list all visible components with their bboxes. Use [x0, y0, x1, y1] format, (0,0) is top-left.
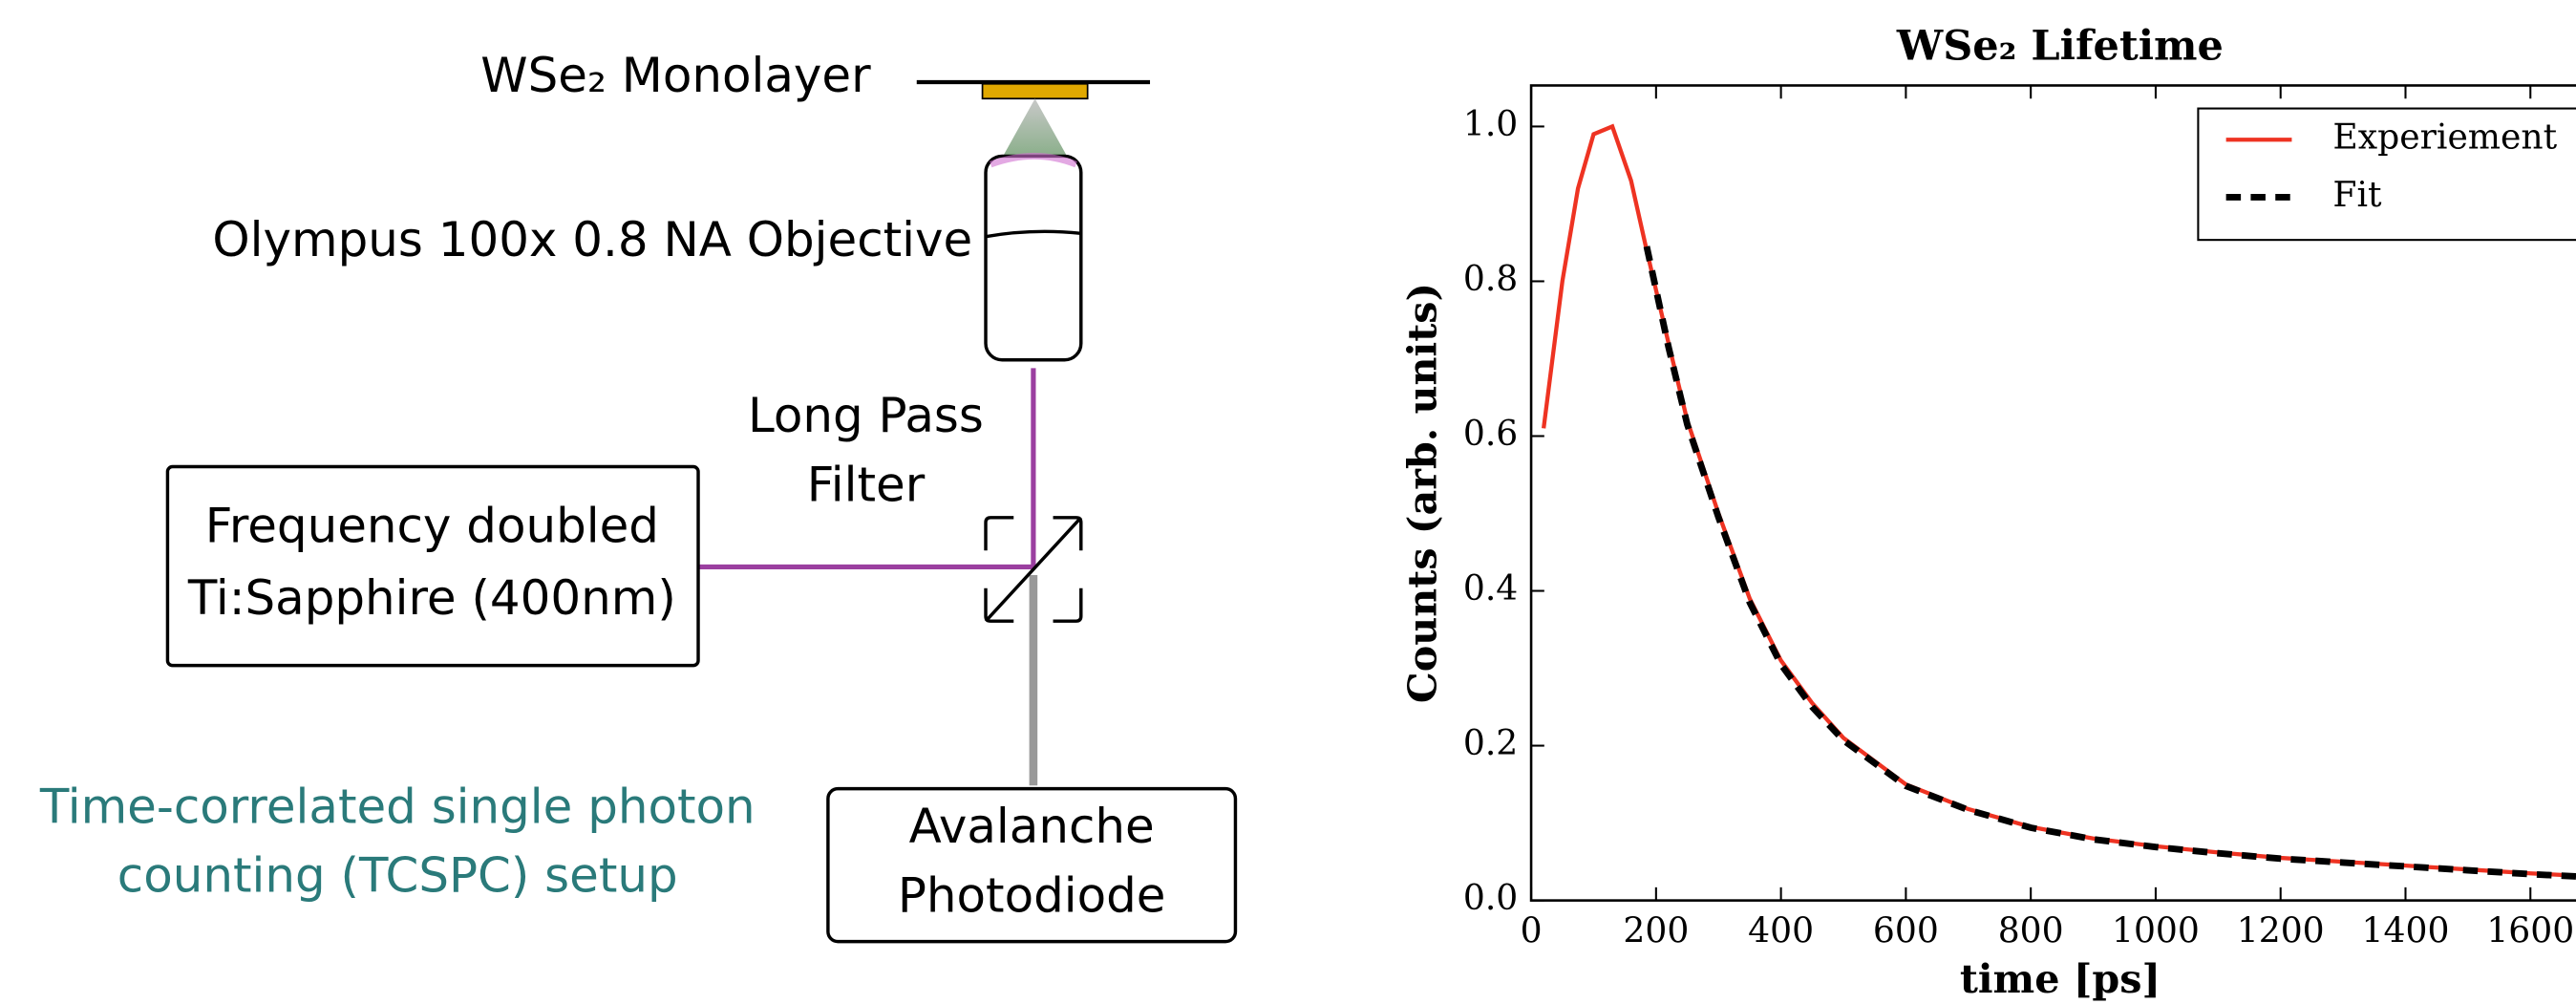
- data-line: [1643, 246, 2576, 880]
- monolayer: [981, 82, 1089, 100]
- x-tick-label: 1200: [2237, 910, 2325, 951]
- legend-label: Experiement: [2332, 117, 2557, 158]
- x-tick-label: 1000: [2112, 910, 2200, 951]
- laser-box: [165, 464, 700, 668]
- x-tick-label: 800: [1998, 910, 2064, 951]
- y-tick-label: 0.8: [1463, 258, 1518, 299]
- detector-label: Avalanche: [909, 799, 1155, 854]
- data-line: [1542, 123, 2576, 878]
- x-tick-label: 400: [1748, 910, 1814, 951]
- y-tick-label: 0.6: [1463, 413, 1518, 454]
- detector-box: [826, 786, 1238, 944]
- caption: Time-correlated single photon: [39, 780, 756, 835]
- x-tick-label: 1400: [2362, 910, 2450, 951]
- filter-label: Filter: [807, 457, 926, 512]
- plot-frame: [1529, 84, 2576, 902]
- chart-title: WSe₂ Lifetime: [1896, 23, 2224, 71]
- filter-label: Long Pass: [748, 388, 984, 443]
- laser-label: Frequency doubled: [205, 498, 659, 553]
- y-tick-label: 0.2: [1463, 722, 1518, 763]
- x-tick-label: 1600: [2486, 910, 2574, 951]
- objective: [984, 154, 1083, 362]
- laser-label: Ti:Sapphire (400nm): [187, 570, 676, 626]
- sample-label: WSe₂ Monolayer: [480, 48, 871, 103]
- x-tick-label: 200: [1623, 910, 1689, 951]
- detector-label: Photodiode: [898, 867, 1166, 923]
- focus-cone: [1002, 98, 1069, 159]
- y-axis-label: Counts (arb. units): [1398, 283, 1445, 703]
- x-axis-label: time [ps]: [1960, 955, 2161, 1002]
- legend-label: Fit: [2332, 174, 2382, 215]
- y-tick-label: 0.4: [1463, 567, 1518, 609]
- caption: counting (TCSPC) setup: [117, 848, 678, 904]
- legend-box: [2197, 107, 2576, 242]
- objective-line: [985, 229, 1081, 239]
- chart: WSe₂ Lifetime Counts (arb. units) time […: [1398, 23, 2576, 1002]
- beam-splitter: [984, 516, 1083, 623]
- x-tick-label: 600: [1873, 910, 1939, 951]
- y-tick-label: 0.0: [1463, 877, 1518, 918]
- y-tick-label: 1.0: [1463, 103, 1518, 144]
- x-tick-label: 0: [1521, 910, 1543, 951]
- beam-glow: [989, 152, 1077, 168]
- objective-label: Olympus 100x 0.8 NA Objective: [212, 212, 972, 267]
- setup-diagram: WSe₂ Monolayer Olympus 100x 0.8 NA Objec…: [39, 48, 1238, 944]
